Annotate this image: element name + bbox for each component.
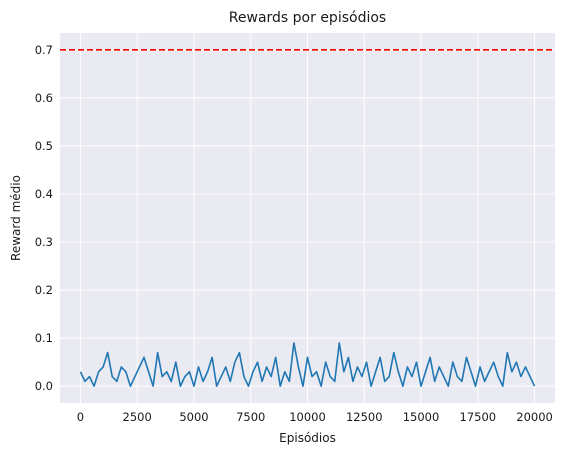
x-axis-label: Episódios [279, 431, 336, 445]
y-tick-label: 0.2 [35, 283, 53, 297]
y-axis-label: Reward médio [9, 175, 23, 261]
x-tick-label: 12500 [346, 410, 383, 424]
grid-lines [60, 33, 555, 403]
tick-labels: 0 2500 5000 7500 10000 12500 15000 17500 20000 0.… [35, 43, 553, 424]
y-tick-label: 0.1 [35, 331, 53, 345]
y-tick-label: 0.5 [35, 139, 53, 153]
x-tick-label: 10000 [289, 410, 326, 424]
series-layer [79, 342, 536, 387]
y-tick-label: 0.3 [35, 235, 53, 249]
x-tick-label: 20000 [516, 410, 553, 424]
chart-title: Rewards por episódios [229, 10, 386, 26]
y-tick-label: 0.4 [35, 187, 53, 201]
x-tick-label: 17500 [460, 410, 497, 424]
x-tick-label: 2500 [123, 410, 152, 424]
x-tick-label: 15000 [403, 410, 440, 424]
y-tick-label: 0.7 [35, 43, 53, 57]
x-tick-label: 0 [77, 410, 84, 424]
x-tick-label: 7500 [236, 410, 265, 424]
y-tick-label: 0.0 [35, 379, 53, 393]
x-tick-label: 5000 [179, 410, 208, 424]
reward-series-line [79, 342, 536, 387]
y-tick-label: 0.6 [35, 91, 53, 105]
